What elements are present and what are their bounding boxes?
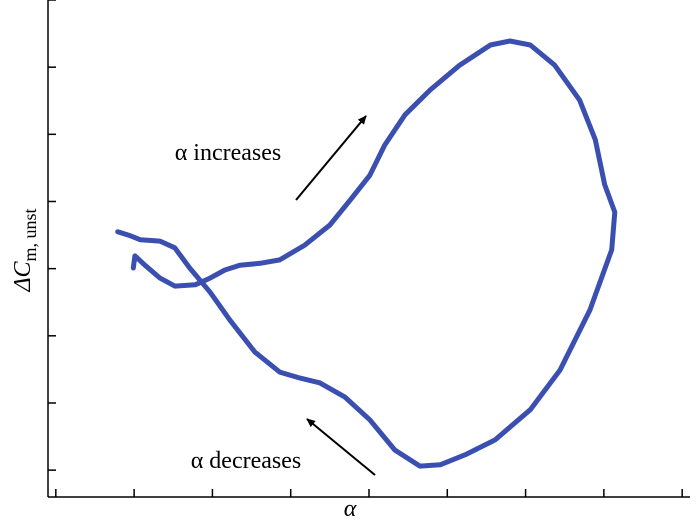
annotation: α increases bbox=[175, 140, 282, 166]
y-axis-label-sub: m, unst bbox=[20, 208, 40, 261]
annotation: α decreases bbox=[191, 448, 302, 474]
x-axis-label: α bbox=[344, 496, 357, 522]
y-axis-label: ΔCm, unst bbox=[10, 208, 40, 292]
arrow bbox=[306, 418, 376, 476]
y-axis-label-main: ΔC bbox=[10, 260, 36, 292]
arrow bbox=[295, 115, 367, 201]
data-line bbox=[115, 38, 618, 469]
